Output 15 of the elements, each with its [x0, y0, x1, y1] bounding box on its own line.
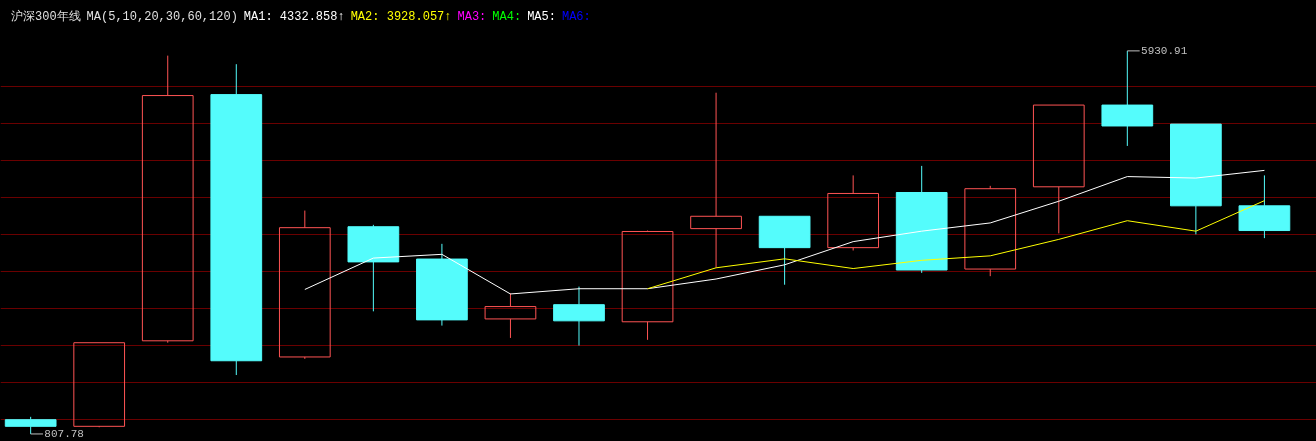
annotation: 5930.91 [1141, 45, 1188, 58]
candlestick [416, 243, 468, 327]
annotation: 807.78 [44, 428, 84, 441]
text: MA1: 4332.858↑ [243, 10, 345, 24]
candlestick [690, 92, 742, 269]
candlestick [553, 286, 605, 347]
legend-label: MA6: [561, 10, 591, 24]
legend-label: MA5: [527, 10, 556, 24]
candlestick [210, 63, 263, 376]
candlestick [141, 55, 194, 344]
legend-label: MA4: [492, 10, 522, 24]
chart-title: 沪深300年线 [11, 10, 81, 24]
chart-subtitle: MA(5,10,20,30,60,120) [86, 10, 238, 24]
legend-label: MA3: [457, 10, 487, 24]
text: MA2: 3928.057↑ [350, 10, 452, 24]
